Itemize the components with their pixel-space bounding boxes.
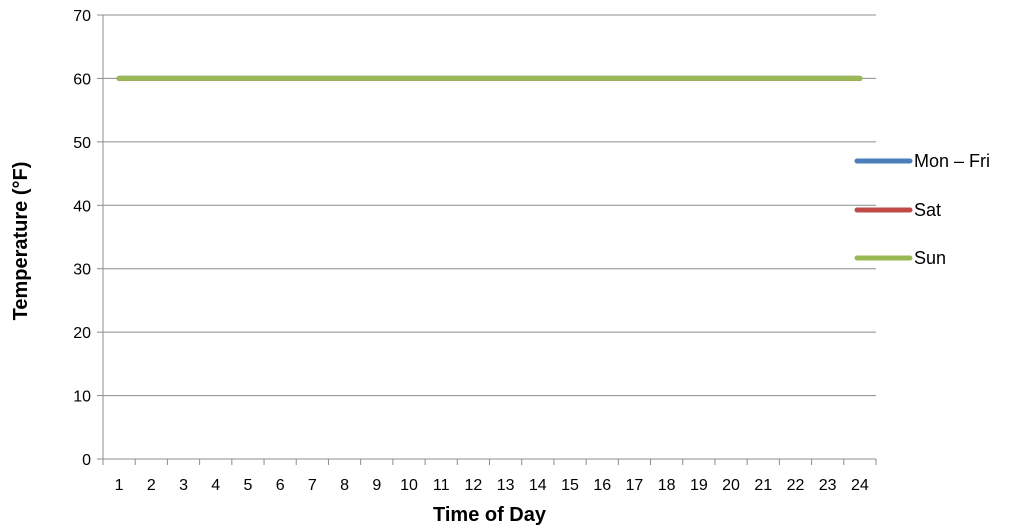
y-tick-label: 50 xyxy=(73,135,91,152)
x-tick-label: 3 xyxy=(179,477,188,494)
x-tick-label: 15 xyxy=(561,477,579,494)
x-tick-label: 23 xyxy=(819,477,837,494)
x-tick-labels: 1 2 3 4 5 6 7 8 9 10 11 12 13 14 15 16 17 18 19 20 21 22 23 24 xyxy=(115,477,869,494)
y-tick-label: 20 xyxy=(73,325,91,342)
y-tick-label: 70 xyxy=(73,8,91,25)
x-tick-label: 9 xyxy=(372,477,381,494)
y-tick-label: 0 xyxy=(82,452,91,469)
y-tick-label: 40 xyxy=(73,198,91,215)
legend-label: Sun xyxy=(914,248,946,268)
legend: Mon – Fri Sat Sun xyxy=(854,151,990,268)
x-tick-label: 24 xyxy=(851,477,869,494)
y-tick-label: 30 xyxy=(73,262,91,279)
x-tick-label: 1 xyxy=(115,477,124,494)
x-tick-label: 19 xyxy=(690,477,708,494)
x-tick-label: 6 xyxy=(276,477,285,494)
x-tick-label: 7 xyxy=(308,477,317,494)
gridlines xyxy=(103,14,876,397)
axes xyxy=(97,14,877,465)
x-tick-label: 4 xyxy=(211,477,220,494)
x-tick-label: 5 xyxy=(243,477,252,494)
x-tick-label: 2 xyxy=(147,477,156,494)
x-tick-label: 12 xyxy=(464,477,482,494)
x-tick-label: 18 xyxy=(658,477,676,494)
x-axis-title: Time of Day xyxy=(433,504,547,526)
x-tick-label: 13 xyxy=(497,477,515,494)
x-tick-label: 17 xyxy=(626,477,644,494)
x-tick-label: 11 xyxy=(433,477,450,494)
x-tick-label: 22 xyxy=(787,477,805,494)
x-tick-label: 8 xyxy=(340,477,349,494)
x-tick-label: 21 xyxy=(754,477,772,494)
x-tick-label: 10 xyxy=(400,477,418,494)
x-tick-label: 16 xyxy=(593,477,611,494)
x-tick-label: 20 xyxy=(722,477,740,494)
y-tick-label: 60 xyxy=(73,71,91,88)
legend-label: Sat xyxy=(914,200,941,220)
legend-label: Mon – Fri xyxy=(914,151,990,171)
y-axis-title: Temperature (°F) xyxy=(10,162,32,321)
x-tick-label: 14 xyxy=(529,477,547,494)
y-tick-labels: 0 10 20 30 40 50 60 70 xyxy=(73,8,91,469)
y-tick-label: 10 xyxy=(73,389,91,406)
